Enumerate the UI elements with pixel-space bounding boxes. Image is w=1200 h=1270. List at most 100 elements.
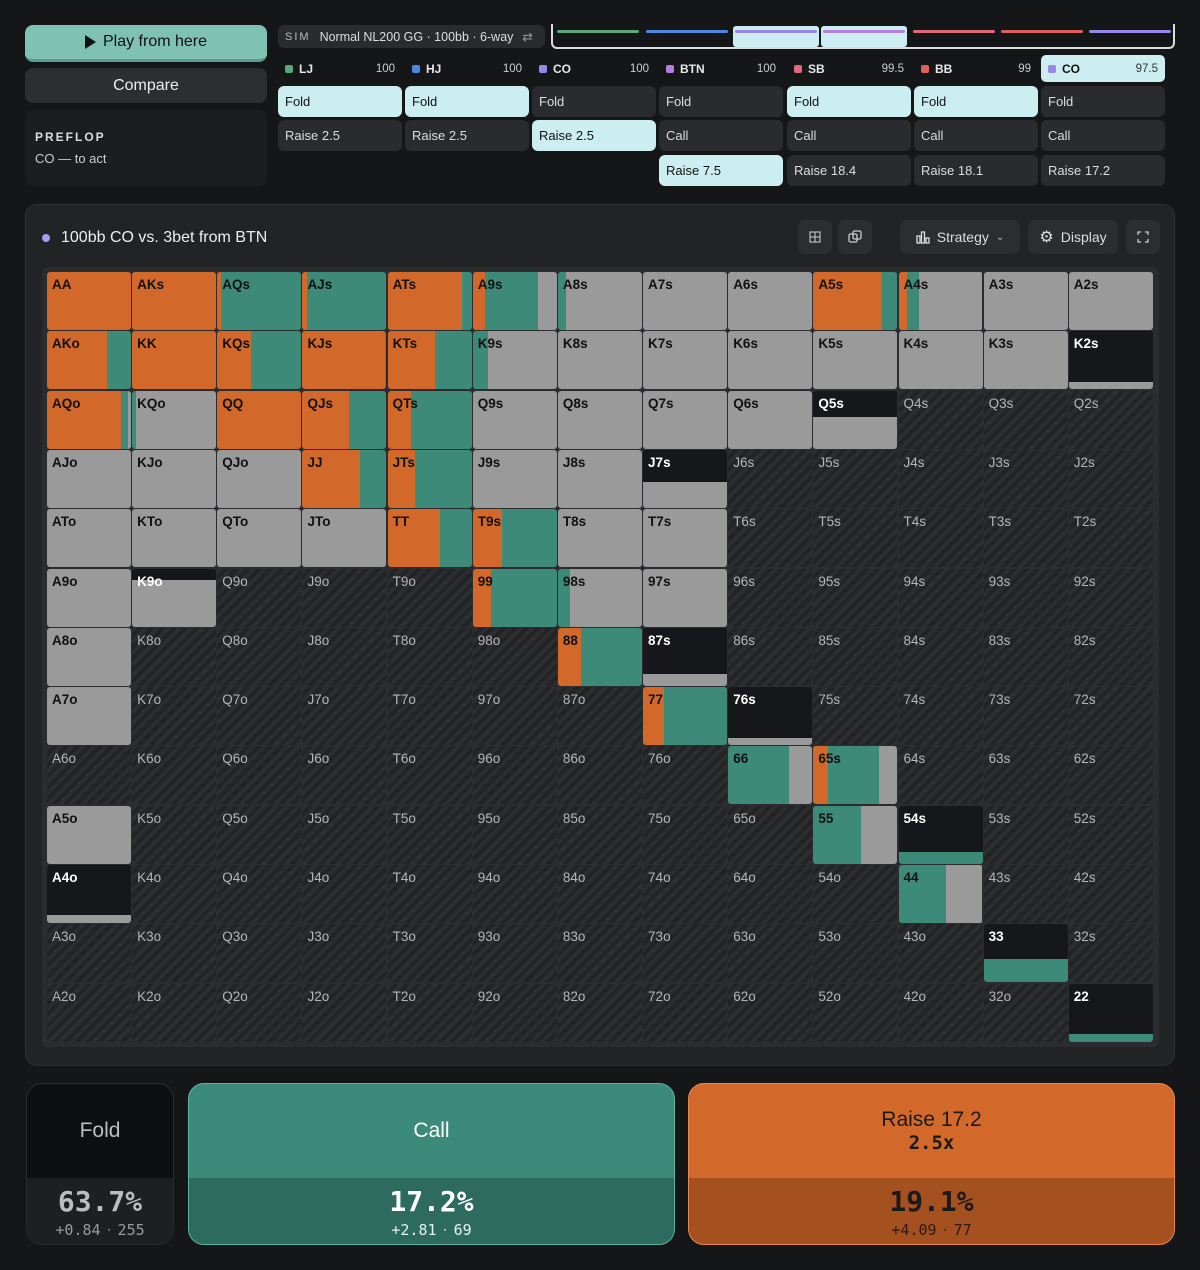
hand-cell-k4s[interactable]: K4s [898, 331, 983, 390]
position-header[interactable]: LJ 100 [278, 55, 402, 82]
hand-cell-77[interactable]: 77 [643, 687, 728, 746]
hand-cell-aqs[interactable]: AQs [217, 272, 302, 330]
position-header[interactable]: CO 97.5 [1041, 55, 1165, 82]
hand-cell-95o[interactable]: 95o [472, 805, 557, 864]
sim-selector[interactable]: SIM Normal NL200 GG · 100bb · 6-way ⇄ [278, 25, 545, 48]
action-fold-button[interactable]: Fold [659, 85, 783, 117]
hand-cell-52o[interactable]: 52o [813, 983, 898, 1042]
copy-button[interactable] [838, 220, 872, 254]
position-header[interactable]: BTN 100 [659, 55, 783, 82]
raise-summary-card[interactable]: Raise 17.2 2.5x 19.1% +4.09 · 77 [688, 1083, 1175, 1245]
strategy-dropdown[interactable]: Strategy ⌄ [900, 220, 1020, 254]
hand-cell-65o[interactable]: 65o [728, 805, 813, 864]
hand-cell-85o[interactable]: 85o [557, 805, 642, 864]
hand-cell-96s[interactable]: 96s [728, 568, 813, 627]
play-from-here-button[interactable]: Play from here [25, 25, 267, 62]
timeline-segment-co[interactable] [735, 30, 817, 33]
hand-cell-53o[interactable]: 53o [813, 924, 898, 983]
hand-cell-j8o[interactable]: J8o [302, 627, 387, 686]
hand-cell-99[interactable]: 99 [472, 568, 557, 627]
action-raise-2-5-button[interactable]: Raise 2.5 [532, 120, 656, 151]
hand-cell-96o[interactable]: 96o [472, 746, 557, 805]
hand-cell-j6o[interactable]: J6o [302, 746, 387, 805]
hand-cell-a5o[interactable]: A5o [47, 805, 131, 864]
hand-cell-63o[interactable]: 63o [728, 924, 813, 983]
hand-cell-kk[interactable]: KK [132, 331, 217, 390]
hand-cell-44[interactable]: 44 [898, 865, 983, 923]
hand-cell-q4o[interactable]: Q4o [217, 865, 302, 923]
position-header[interactable]: SB 99.5 [787, 55, 911, 82]
hand-cell-a7o[interactable]: A7o [47, 687, 131, 746]
hand-cell-kqo[interactable]: KQo [132, 390, 217, 449]
hand-cell-k7s[interactable]: K7s [643, 331, 728, 390]
hand-cell-k5o[interactable]: K5o [132, 805, 217, 864]
hand-cell-a5s[interactable]: A5s [813, 272, 898, 330]
hand-cell-55[interactable]: 55 [813, 805, 898, 864]
hand-cell-62s[interactable]: 62s [1068, 746, 1153, 805]
timeline-segment-btn[interactable] [823, 30, 905, 33]
position-header[interactable]: BB 99 [914, 55, 1038, 82]
hand-cell-k8o[interactable]: K8o [132, 627, 217, 686]
hand-cell-ato[interactable]: ATo [47, 509, 131, 568]
hand-cell-32o[interactable]: 32o [983, 983, 1068, 1042]
hand-cell-97s[interactable]: 97s [643, 568, 728, 627]
hand-cell-k8s[interactable]: K8s [557, 331, 642, 390]
hand-cell-j9o[interactable]: J9o [302, 568, 387, 627]
action-raise-18-4-button[interactable]: Raise 18.4 [787, 154, 911, 186]
hand-cell-t3o[interactable]: T3o [387, 924, 472, 983]
hand-cell-98s[interactable]: 98s [557, 568, 642, 627]
timeline-segment-co-current[interactable] [1089, 30, 1171, 33]
hand-cell-74o[interactable]: 74o [643, 865, 728, 923]
hand-cell-64s[interactable]: 64s [898, 746, 983, 805]
hand-cell-92s[interactable]: 92s [1068, 568, 1153, 627]
display-button[interactable]: ⚙ Display [1028, 220, 1118, 254]
hand-cell-ako[interactable]: AKo [47, 331, 131, 390]
hand-cell-q8o[interactable]: Q8o [217, 627, 302, 686]
position-header[interactable]: CO 100 [532, 55, 656, 82]
hand-cell-j7s[interactable]: J7s [643, 449, 728, 508]
action-raise-18-1-button[interactable]: Raise 18.1 [914, 154, 1038, 186]
grid-view-button[interactable] [798, 220, 832, 254]
hand-cell-a6o[interactable]: A6o [47, 746, 131, 805]
hand-cell-q2o[interactable]: Q2o [217, 983, 302, 1042]
hand-cell-62o[interactable]: 62o [728, 983, 813, 1042]
hand-cell-j4o[interactable]: J4o [302, 865, 387, 923]
swap-icon[interactable]: ⇄ [522, 30, 533, 44]
hand-cell-53s[interactable]: 53s [983, 805, 1068, 864]
hand-cell-74s[interactable]: 74s [898, 687, 983, 746]
hand-cell-86o[interactable]: 86o [557, 746, 642, 805]
hand-cell-t5s[interactable]: T5s [813, 509, 898, 568]
hand-cell-66[interactable]: 66 [728, 746, 813, 805]
action-fold-button[interactable]: Fold [1041, 85, 1165, 117]
hand-cell-86s[interactable]: 86s [728, 627, 813, 686]
hand-cell-q3o[interactable]: Q3o [217, 924, 302, 983]
hand-cell-q7s[interactable]: Q7s [643, 390, 728, 449]
hand-cell-q3s[interactable]: Q3s [983, 390, 1068, 449]
hand-cell-a4s[interactable]: A4s [898, 272, 983, 330]
hand-cell-t9s[interactable]: T9s [472, 509, 557, 568]
hand-cell-aks[interactable]: AKs [132, 272, 217, 330]
action-call-button[interactable]: Call [659, 120, 783, 151]
hand-cell-85s[interactable]: 85s [813, 627, 898, 686]
hand-cell-42o[interactable]: 42o [898, 983, 983, 1042]
hand-cell-j2s[interactable]: J2s [1068, 449, 1153, 508]
hand-cell-jj[interactable]: JJ [302, 449, 387, 508]
position-header[interactable]: HJ 100 [405, 55, 529, 82]
hand-cell-k2s[interactable]: K2s [1068, 331, 1153, 390]
hand-cell-k9o[interactable]: K9o [132, 568, 217, 627]
hand-cell-ats[interactable]: ATs [387, 272, 472, 330]
hand-cell-ajo[interactable]: AJo [47, 449, 131, 508]
hand-cell-k5s[interactable]: K5s [813, 331, 898, 390]
hand-cell-qto[interactable]: QTo [217, 509, 302, 568]
hand-cell-a7s[interactable]: A7s [643, 272, 728, 330]
hand-cell-t7s[interactable]: T7s [643, 509, 728, 568]
hand-cell-a9s[interactable]: A9s [472, 272, 557, 330]
hand-cell-q8s[interactable]: Q8s [557, 390, 642, 449]
hand-cell-qq[interactable]: QQ [217, 390, 302, 449]
hand-cell-j4s[interactable]: J4s [898, 449, 983, 508]
fold-summary-card[interactable]: Fold 63.7% +0.84 · 255 [26, 1083, 174, 1245]
hand-cell-63s[interactable]: 63s [983, 746, 1068, 805]
hand-cell-q6o[interactable]: Q6o [217, 746, 302, 805]
hand-cell-87o[interactable]: 87o [557, 687, 642, 746]
action-call-button[interactable]: Call [1041, 120, 1165, 151]
